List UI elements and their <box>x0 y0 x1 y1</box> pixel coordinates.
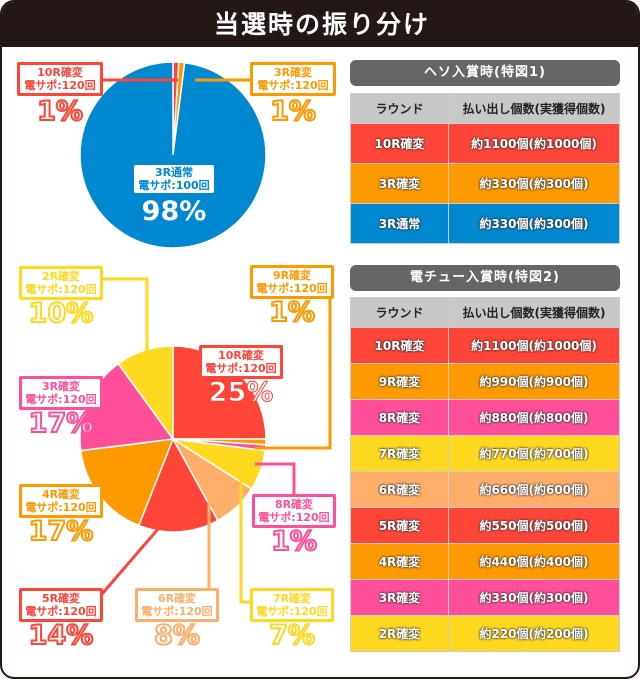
leader-9r <box>255 299 332 450</box>
payout-cell: 約330個(約300個) <box>448 579 620 616</box>
round-cell: 3R通常 <box>350 203 449 244</box>
label-6R確変: 6R確変 電サポ:120回 <box>135 588 219 622</box>
table-row: 10R確変 約1100個(約1000個) <box>350 123 620 164</box>
table-row: 3R通常 約330個(約300個) <box>350 203 620 244</box>
pct-top-3r-normal: 98% <box>141 196 207 227</box>
payout-cell: 約440個(約400個) <box>448 543 620 580</box>
table-row: 2R確変 約220個(約200個) <box>350 615 620 652</box>
payout-cell: 約770個(約700個) <box>448 435 620 472</box>
table-row: 3R確変 約330個(約300個) <box>350 579 620 616</box>
label-4R確変: 4R確変 電サポ:120回 <box>19 484 103 518</box>
round-cell: 9R確変 <box>350 363 449 400</box>
page-title: 当選時の振り分け <box>2 2 638 47</box>
payout-cell: 約330個(約300個) <box>448 203 620 244</box>
table-row: 4R確変 約440個(約400個) <box>350 543 620 580</box>
pct-6R確変: 8% <box>153 620 201 651</box>
col-header-round: ラウンド <box>350 297 449 328</box>
pct-8R確変: 1% <box>270 526 318 557</box>
round-cell: 3R確変 <box>350 579 449 616</box>
label-9R確変: 9R確変 電サポ:120回 <box>250 265 334 299</box>
table-row: 10R確変 約1100個(約1000個) <box>350 327 620 364</box>
label-8R確変: 8R確変 電サポ:120回 <box>252 494 336 528</box>
label-top-3r: 3R確変 電サポ:120回 <box>250 62 336 96</box>
leader-8r <box>255 462 296 494</box>
pct-10R確変: 25% <box>208 377 274 408</box>
label-2R確変: 2R確変 電サポ:120回 <box>19 266 103 300</box>
table2-title: 電チュー入賞時(特図2) <box>350 265 620 291</box>
pct-3R確変: 17% <box>28 408 95 439</box>
pie-slice-5R確変 <box>137 437 219 533</box>
round-cell: 5R確変 <box>350 507 449 544</box>
payout-cell: 約220個(約200個) <box>448 615 620 652</box>
payout-cell: 約990個(約900個) <box>448 363 620 400</box>
table-row: 5R確変 約550個(約500個) <box>350 507 620 544</box>
pie-slice-3R通常 <box>79 61 267 249</box>
table-row: 7R確変 約770個(約700個) <box>350 435 620 472</box>
round-cell: 8R確変 <box>350 399 449 436</box>
table-row: 3R確変 約330個(約300個) <box>350 163 620 204</box>
pie-slice-2R確変 <box>117 345 174 442</box>
payout-cell: 約550個(約500個) <box>448 507 620 544</box>
label-5R確変: 5R確変 電サポ:120回 <box>19 588 103 622</box>
pct-4R確変: 17% <box>28 516 95 547</box>
payout-cell: 約1100個(約1000個) <box>448 123 620 164</box>
pct-9R確変: 1% <box>268 297 316 328</box>
round-cell: 4R確変 <box>350 543 449 580</box>
label-top-3r-normal: 3R通常 電サポ:100回 <box>134 165 214 193</box>
round-cell: 2R確変 <box>350 615 449 652</box>
col-header-payout: 払い出し個数(実獲得個数) <box>448 93 620 124</box>
label-3R確変: 3R確変 電サポ:120回 <box>19 376 103 410</box>
round-cell: 10R確変 <box>350 327 449 364</box>
table-row: 9R確変 約990個(約900個) <box>350 363 620 400</box>
pct-5R確変: 14% <box>28 620 95 651</box>
leader-lines <box>100 78 332 604</box>
round-cell: 3R確変 <box>350 163 449 204</box>
pct-7R確変: 7% <box>268 620 316 651</box>
table-row: 8R確変 約880個(約800個) <box>350 399 620 436</box>
col-header-payout: 払い出し個数(実獲得個数) <box>448 297 620 328</box>
leader-5r <box>100 506 179 595</box>
payout-cell: 約660個(約600個) <box>448 471 620 508</box>
pct-2R確変: 10% <box>28 298 95 329</box>
table1-title: ヘソ入賞時(特図1) <box>350 60 620 86</box>
table-row: 6R確変 約660個(約600個) <box>350 471 620 508</box>
round-cell: 7R確変 <box>350 435 449 472</box>
pie-bottom <box>79 345 267 533</box>
round-cell: 6R確変 <box>350 471 449 508</box>
leader-2r <box>102 277 149 378</box>
leader-7r <box>239 474 250 604</box>
payout-cell: 約1100個(約1000個) <box>448 327 620 364</box>
label-7R確変: 7R確変 電サポ:120回 <box>250 588 334 622</box>
pct-top-3r: 1% <box>269 96 317 127</box>
round-cell: 10R確変 <box>350 123 449 164</box>
col-header-round: ラウンド <box>350 93 449 124</box>
label-top-10r: 10R確変 電サポ:120回 <box>17 62 103 96</box>
pie-top <box>79 61 267 249</box>
payout-cell: 約880個(約800個) <box>448 399 620 436</box>
label-10R確変: 10R確変 電サポ:120回 <box>199 345 283 379</box>
pct-top-10r: 1% <box>36 96 84 127</box>
table-denchu: ラウンド 払い出し個数(実獲得個数) 10R確変 約1100個(約1000個) 9R確変… <box>350 297 620 652</box>
payout-cell: 約330個(約300個) <box>448 163 620 204</box>
table-heso: ラウンド 払い出し個数(実獲得個数) 10R確変 約1100個(約1000個) 3R確変… <box>350 93 620 244</box>
